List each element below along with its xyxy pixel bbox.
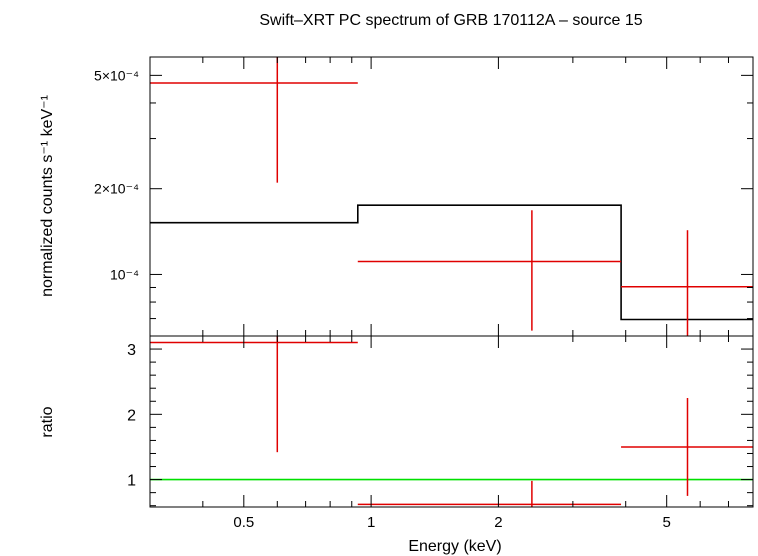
spectrum-y-tick-label: 10⁻⁴ (110, 266, 139, 282)
spectrum-panel-frame (149, 56, 754, 337)
ratio-panel: 0.5 1 2 5 1 2 3 ratio (39, 335, 754, 531)
spectrum-y-axis-label: normalized counts s⁻¹ keV⁻¹ (39, 95, 56, 297)
x-axis-label: Energy (keV) (408, 538, 501, 555)
spectrum-y-tick-label: 5×10⁻⁴ (94, 67, 139, 83)
x-tick-label: 0.5 (233, 514, 254, 531)
spectrum-y-tick-label: 2×10⁻⁴ (94, 181, 139, 197)
x-tick-label: 5 (663, 514, 671, 531)
ratio-y-tick-label: 3 (127, 342, 136, 359)
ratio-y-tick-label: 2 (127, 407, 136, 424)
chart-title: Swift–XRT PC spectrum of GRB 170112A – s… (259, 12, 642, 29)
spectrum-panel: 10⁻⁴ 2×10⁻⁴ 5×10⁻⁴ normalized counts s⁻¹ k… (39, 56, 754, 337)
ratio-y-axis-label: ratio (39, 406, 56, 437)
model-step-line (150, 204, 753, 321)
ratio-y-tick-label: 1 (127, 473, 136, 490)
ratio-panel-frame (149, 335, 754, 508)
x-tick-label: 1 (367, 514, 375, 531)
x-tick-label: 2 (494, 514, 502, 531)
